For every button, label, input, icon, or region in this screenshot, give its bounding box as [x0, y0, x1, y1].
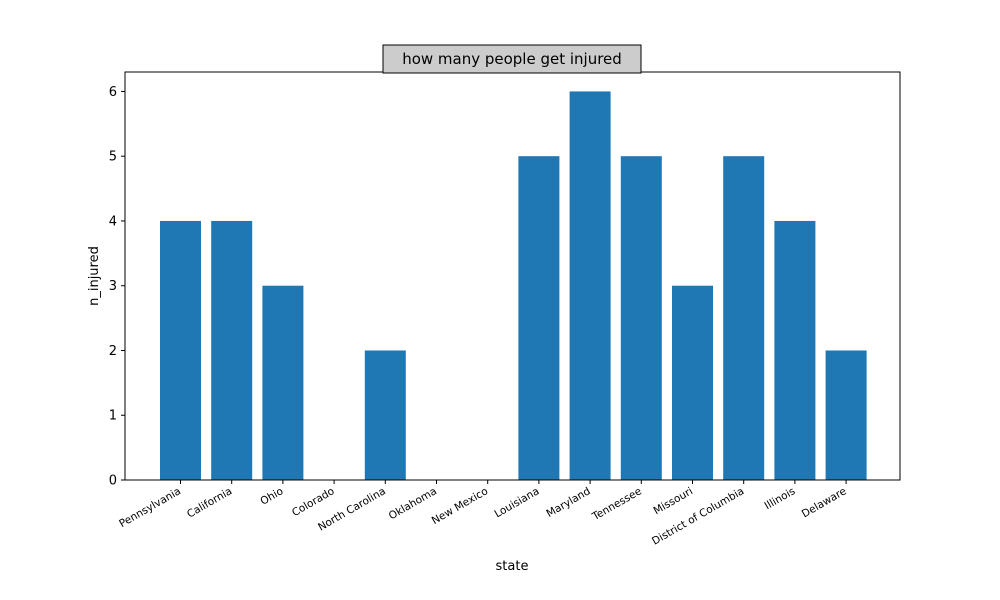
y-tick-label-6: 6 — [109, 85, 117, 100]
x-tick-label-district-of-columbia: District of Columbia — [650, 485, 746, 547]
x-tick-label-new-mexico: New Mexico — [430, 485, 490, 527]
x-tick-label-pennsylvania: Pennsylvania — [117, 485, 183, 530]
bar-pennsylvania — [160, 220, 201, 480]
chart-title-box: how many people get injured — [382, 44, 642, 74]
chart-title: how many people get injured — [402, 50, 622, 68]
y-axis-label: n_injured — [87, 246, 102, 306]
bar-missouri — [672, 285, 713, 480]
x-tick-label-missouri: Missouri — [652, 485, 695, 517]
x-axis-label: state — [496, 559, 529, 574]
bar-illinois — [774, 220, 816, 480]
bars-group — [160, 91, 867, 480]
bar-tennessee — [620, 156, 662, 480]
bar-north-carolina — [364, 350, 406, 480]
x-tick-label-ohio: Ohio — [258, 485, 285, 508]
x-tick-label-delaware: Delaware — [800, 485, 849, 520]
y-tick-label-0: 0 — [109, 474, 117, 489]
y-tick-label-2: 2 — [109, 344, 117, 359]
x-axis: Pennsylvania California Ohio ColoradoNorth … — [117, 480, 849, 548]
x-tick-label-tennessee: Tennessee — [590, 485, 644, 523]
x-tick-label-louisiana: Louisiana — [492, 485, 541, 520]
bar-louisiana — [518, 156, 560, 480]
bar-ohio — [262, 285, 304, 480]
bar-delaware — [825, 350, 867, 480]
y-tick-label-5: 5 — [109, 150, 117, 165]
y-axis: 0 1 2 3 4 5 6 — [109, 85, 125, 489]
x-tick-label-illinois: Illinois — [763, 485, 798, 512]
x-tick-label-maryland: Maryland — [544, 485, 592, 520]
x-tick-label-california: California — [185, 485, 234, 520]
y-tick-label-1: 1 — [109, 409, 117, 424]
y-tick-label-4: 4 — [109, 214, 117, 229]
y-tick-label-3: 3 — [109, 279, 117, 294]
x-tick-label-colorado: Colorado — [290, 485, 337, 519]
title-background — [382, 44, 642, 74]
bar-maryland — [569, 91, 611, 480]
bar-district-of-columbia — [723, 156, 765, 480]
bar-california — [211, 220, 253, 480]
